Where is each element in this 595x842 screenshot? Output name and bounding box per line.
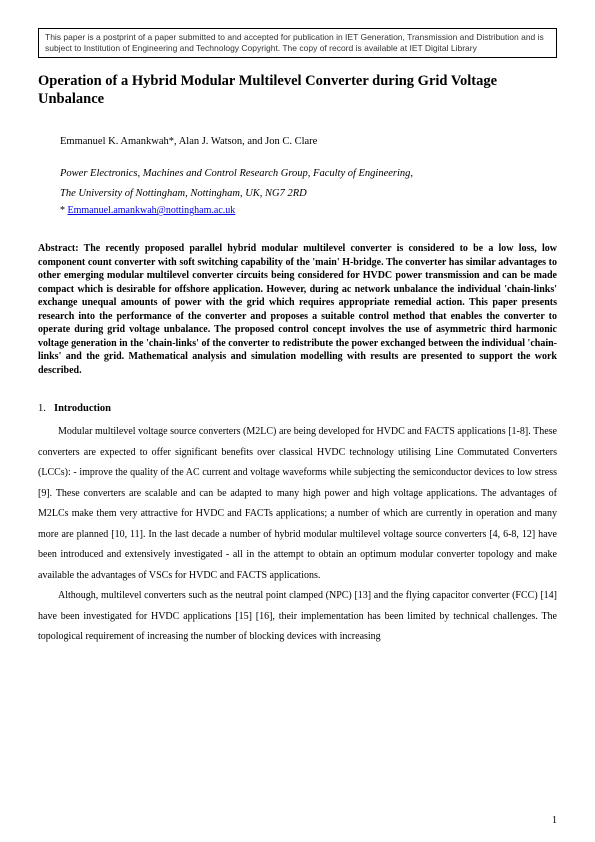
paragraph-1: Modular multilevel voltage source conver… [38,422,557,586]
corresponding-email: * Emmanuel.amankwah@nottingham.ac.uk [60,205,557,216]
email-link[interactable]: Emmanuel.amankwah@nottingham.ac.uk [68,205,236,216]
page-number: 1 [552,815,557,826]
section-number: 1. [38,403,54,414]
author-list: Emmanuel K. Amankwah*, Alan J. Watson, a… [60,136,557,147]
abstract-label: Abstract: [38,243,84,254]
notice-text: This paper is a postprint of a paper sub… [45,32,544,53]
paper-title: Operation of a Hybrid Modular Multilevel… [38,72,557,108]
section-title: Introduction [54,403,111,414]
body-text: Modular multilevel voltage source conver… [38,422,557,648]
section-heading: 1.Introduction [38,403,557,414]
affiliation-line-2: The University of Nottingham, Nottingham… [60,185,557,203]
abstract-body: The recently proposed parallel hybrid mo… [38,243,557,376]
paragraph-2: Although, multilevel converters such as … [38,586,557,648]
affiliation-line-1: Power Electronics, Machines and Control … [60,165,557,183]
postprint-notice: This paper is a postprint of a paper sub… [38,28,557,58]
abstract: Abstract: The recently proposed parallel… [38,242,557,377]
email-prefix: * [60,205,68,216]
